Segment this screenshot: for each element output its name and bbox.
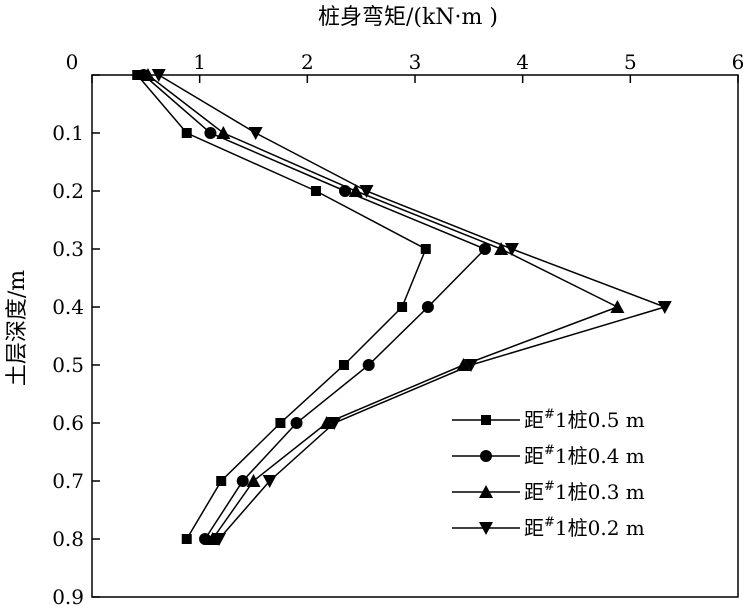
y-tick-label: 0.6: [52, 411, 84, 435]
legend-label: 距#1桩0.2 m: [524, 515, 645, 540]
data-point: [236, 475, 249, 487]
legend-marker: [480, 450, 492, 462]
x-tick-label: 3: [409, 50, 422, 74]
series-2: [137, 69, 491, 545]
series-1: [132, 70, 431, 544]
series-3: [140, 68, 625, 545]
data-point: [181, 128, 192, 138]
data-point: [456, 358, 471, 371]
legend-item: 距#1桩0.5 m: [452, 407, 645, 432]
data-point: [478, 243, 491, 255]
x-tick-label: 6: [732, 50, 743, 74]
y-tick-label: 0.4: [52, 295, 84, 319]
y-tick-label: 0.8: [52, 527, 84, 551]
plot-area: [91, 68, 739, 598]
y-tick-label: 0.5: [52, 353, 84, 377]
legend-label: 距#1桩0.4 m: [524, 443, 645, 468]
data-point: [212, 533, 227, 546]
series-layer: [132, 68, 672, 546]
data-point: [420, 244, 431, 254]
series-line: [158, 74, 668, 540]
y-tick-label: 0.2: [52, 179, 84, 203]
legend-item: 距#1桩0.4 m: [452, 443, 645, 468]
data-point: [610, 300, 625, 313]
data-point: [327, 417, 342, 430]
y-tick-label: 0.7: [52, 469, 84, 493]
data-point: [657, 301, 672, 314]
series-line: [147, 74, 620, 540]
x-tick-label: 0: [66, 50, 79, 74]
y-axis-title: 土层深度/m: [5, 270, 30, 386]
legend-item: 距#1桩0.2 m: [452, 515, 645, 540]
y-tick-label: 0.9: [52, 585, 84, 606]
legend-marker: [481, 415, 491, 425]
y-tick-label: 0.3: [52, 237, 84, 261]
y-tick-labels: 0.1 0.2 0.3 0.4 0.5 0.6 0.7 0.8 0.9: [52, 121, 84, 606]
legend: 距#1桩0.5 m 距#1桩0.4 m 距#1桩0.3 m 距#1桩0.2 m: [452, 407, 645, 540]
data-point: [216, 476, 227, 486]
data-point: [397, 302, 408, 312]
data-point: [248, 127, 263, 140]
data-point: [463, 359, 478, 372]
x-tick-label: 1: [193, 50, 206, 74]
data-point: [181, 534, 192, 544]
data-point: [205, 532, 220, 545]
legend-item: 距#1桩0.3 m: [452, 479, 645, 504]
data-point: [359, 185, 374, 198]
legend-label: 距#1桩0.3 m: [524, 479, 645, 504]
x-tick-label: 5: [624, 50, 637, 74]
x-tick-label: 2: [301, 50, 314, 74]
data-point: [204, 127, 217, 139]
data-point: [421, 301, 434, 313]
data-point: [246, 474, 261, 487]
data-point: [262, 475, 277, 488]
legend-marker: [479, 485, 493, 498]
series-4: [151, 69, 672, 546]
data-point: [362, 359, 375, 371]
y-tick-label: 0.1: [52, 121, 84, 145]
legend-label: 距#1桩0.5 m: [524, 407, 645, 432]
plot-frame: [91, 74, 739, 598]
data-point: [348, 184, 363, 197]
x-axis-title: 桩身弯矩/(kN·m ): [318, 5, 498, 30]
data-point: [494, 242, 509, 255]
data-point: [216, 126, 231, 139]
data-point: [275, 418, 286, 428]
data-point: [338, 360, 349, 370]
x-tick-label: 4: [516, 50, 529, 74]
x-tick-labels: 0 1 2 3 4 5 6: [66, 50, 743, 74]
data-point: [310, 186, 321, 196]
legend-marker: [479, 522, 493, 535]
data-point: [504, 243, 519, 256]
data-point: [290, 417, 303, 429]
